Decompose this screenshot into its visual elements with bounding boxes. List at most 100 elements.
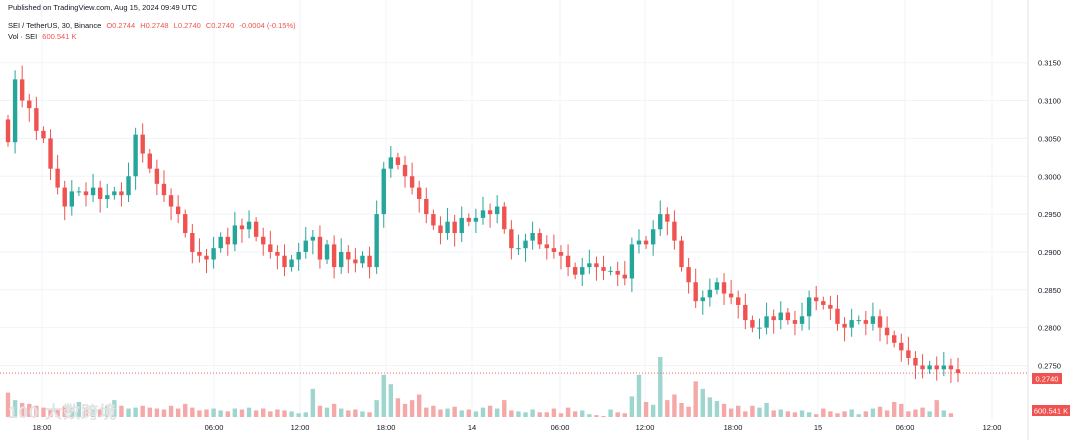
volume-bar [246, 407, 252, 417]
candle-body [835, 308, 840, 324]
candle-body [76, 191, 82, 193]
candle-body [877, 316, 883, 328]
volume-bar [714, 401, 720, 417]
candle-body [34, 108, 39, 131]
volume-label[interactable]: Vol · SEI [8, 32, 38, 41]
volume-bar [516, 411, 521, 417]
volume-bar [416, 394, 422, 417]
volume-bar [601, 416, 606, 417]
candle-body [452, 221, 457, 234]
volume-bar [721, 403, 727, 417]
volume-bars [5, 357, 954, 417]
time-tick-label: 15 [814, 423, 822, 432]
candle-body [310, 236, 316, 241]
volume-bar [672, 394, 677, 417]
high-value: H0.2748 [140, 21, 169, 30]
candle-body [778, 312, 783, 321]
volume-bar [27, 403, 32, 417]
volume-bar [55, 409, 60, 417]
volume-bar [743, 411, 748, 417]
volume-bar [736, 405, 741, 417]
last-volume-text: 600.541 K [1034, 407, 1068, 416]
candle-body [331, 244, 337, 268]
candle-body [615, 270, 620, 275]
candle-body [140, 134, 145, 154]
volume-bar [331, 403, 337, 417]
volume-bar [906, 411, 911, 417]
time-tick-label: 18:00 [377, 423, 396, 432]
candle-body [168, 195, 174, 207]
candle-body [225, 236, 230, 245]
volume-bar [856, 414, 861, 417]
candle-body [367, 255, 372, 268]
candle-body [636, 240, 642, 245]
candle-body [565, 255, 571, 268]
candle-body [884, 327, 890, 336]
last-price-text: 0.2740 [1036, 375, 1059, 384]
volume-bar [551, 408, 557, 417]
candle-body [544, 244, 550, 249]
candle-body [941, 365, 947, 370]
volume-bar [133, 407, 138, 417]
time-axis[interactable]: 18:00 06:00 12:00 18:00 14 06:00 12:00 18:00 15 0… [33, 423, 1002, 432]
price-tick-label: 0.2900 [1038, 248, 1061, 257]
candle-body [119, 191, 124, 196]
last-price-label: 0.2740 [1032, 373, 1062, 384]
candle-body [183, 214, 188, 234]
volume-bar [395, 398, 401, 417]
volume-bar [643, 402, 649, 417]
volume-bar [941, 410, 947, 417]
volume-bar [891, 402, 897, 417]
volume-bar [197, 410, 202, 417]
candle-body [19, 79, 25, 101]
volume-bar [502, 400, 507, 417]
volume-bar [218, 410, 223, 417]
candle-body [353, 259, 358, 264]
volume-bar [402, 403, 408, 417]
volume-bar [658, 357, 663, 417]
candle-body [431, 214, 436, 226]
volume-legend: Vol · SEI 600.541 K [8, 32, 79, 41]
last-volume-label: 600.541 K [1032, 405, 1070, 416]
candle-body [601, 267, 606, 271]
candle-body [55, 168, 60, 188]
volume-bar [835, 413, 840, 417]
volume-bar [339, 408, 344, 417]
volume-bar [927, 411, 932, 417]
volume-bar [920, 407, 925, 417]
volume-bar [608, 409, 613, 417]
candle-body [955, 369, 961, 374]
candle-body [69, 191, 75, 207]
volume-bar [870, 408, 876, 417]
candle-body [785, 312, 791, 321]
volume-bar [771, 410, 776, 417]
time-tick-label: 18:00 [724, 423, 743, 432]
close-value: C0.2740 [205, 21, 235, 30]
candle-body [771, 316, 776, 321]
candle-body [473, 217, 479, 222]
candle-body [721, 282, 727, 294]
volume-bar [268, 411, 273, 417]
candle-body [806, 297, 812, 317]
candle-body [218, 236, 223, 249]
candle-body [268, 244, 273, 252]
candle-body [466, 217, 472, 222]
low-value: L0.2740 [173, 21, 201, 30]
grid-lines [0, 0, 1028, 420]
volume-bar [275, 409, 280, 417]
price-axis[interactable]: 0.3150 0.3100 0.3050 0.3000 0.2950 0.2900 0.28… [1038, 59, 1061, 371]
candle-body [232, 225, 238, 245]
volume-bar [587, 414, 592, 417]
candle-body [523, 240, 528, 249]
volume-bar [487, 405, 493, 417]
volume-value: 600.541 K [42, 32, 77, 41]
candle-body [537, 233, 542, 245]
candle-body [849, 320, 854, 328]
symbol-label[interactable]: SEI / TetherUS, 30, Binance [8, 21, 102, 30]
candle-body [814, 297, 819, 302]
volume-bar [679, 402, 684, 417]
candle-body [133, 134, 138, 177]
volume-bar [204, 409, 209, 417]
time-tick-label: 14 [468, 423, 476, 432]
